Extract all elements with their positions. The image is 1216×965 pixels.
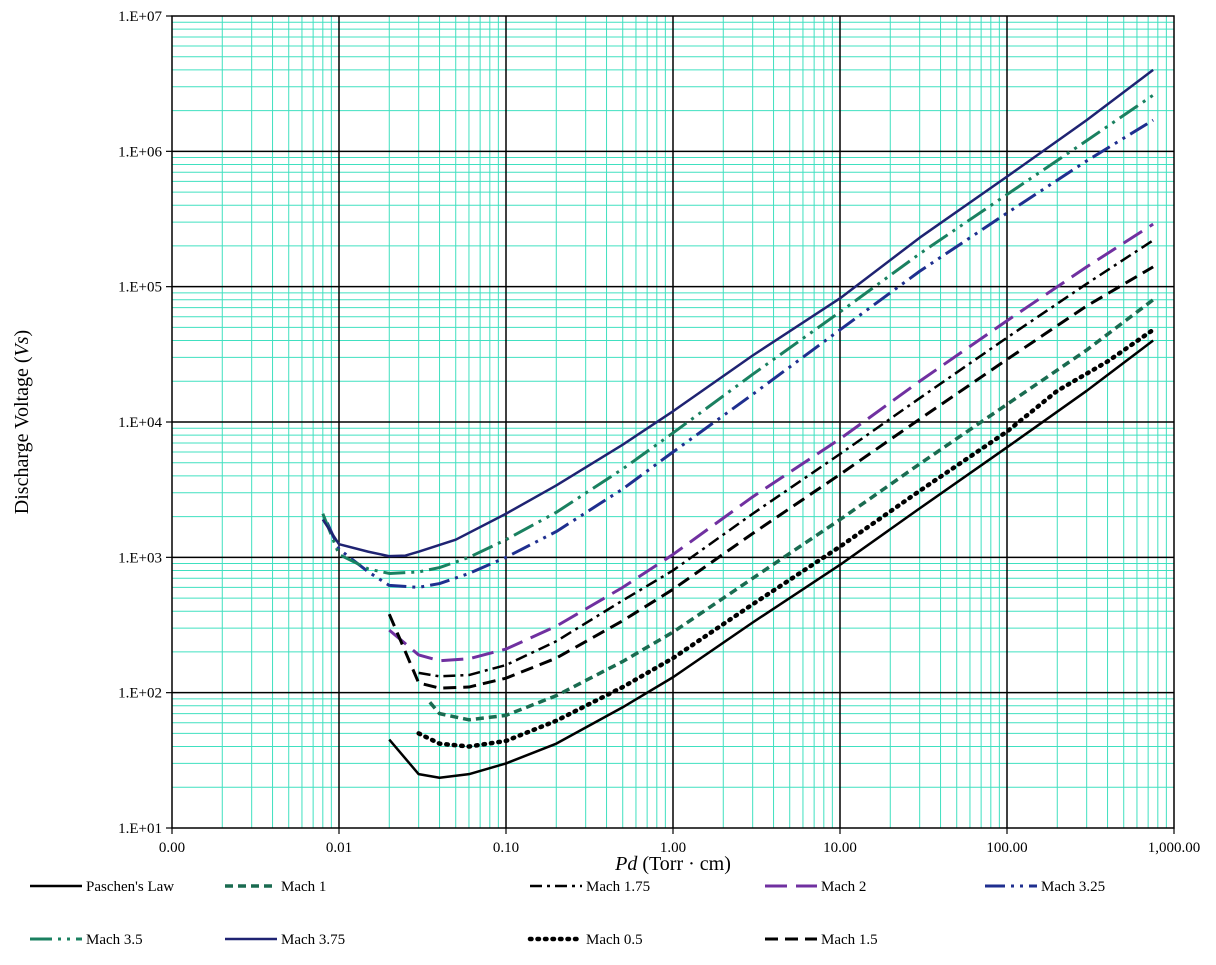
series-line-4 [325, 118, 1154, 589]
x-tick-label: 0.00 [159, 840, 185, 856]
legend-label-8: Mach 1.5 [821, 932, 878, 948]
y-tick-label: 1.E+03 [118, 550, 162, 566]
x-axis-title: Pd (Torr · cm) [614, 853, 731, 875]
legend-label-7: Mach 0.5 [586, 932, 643, 948]
legend-label-0: Paschen's Law [86, 879, 174, 895]
series-line-7 [416, 327, 1156, 749]
series-line-8 [387, 265, 1154, 690]
legend: Paschen's Law Mach 1 Mach 1.75 Mach 2 Mach 3… [30, 879, 1105, 948]
series-line-3 [388, 222, 1154, 663]
legend-label-1: Mach 1 [281, 879, 326, 895]
series-line-0 [388, 339, 1154, 780]
x-tick-label: 100.00 [986, 840, 1027, 856]
y-tick-label: 1.E+04 [118, 415, 162, 431]
series-layer [321, 68, 1156, 780]
y-axis-title-prefix: Discharge Voltage ( [11, 356, 33, 514]
legend-label-6: Mach 3.75 [281, 932, 345, 948]
y-axis-title-italic: Vs [11, 336, 33, 356]
x-tick-label: 0.10 [493, 840, 519, 856]
series-line-5 [321, 93, 1154, 575]
x-axis-title-italic: Pd [614, 853, 638, 875]
y-tick-label: 1.E+06 [118, 144, 162, 160]
series-line-6 [321, 68, 1154, 558]
y-tick-label: 1.E+05 [118, 280, 162, 296]
legend-label-3: Mach 2 [821, 879, 866, 895]
series-line-1 [428, 298, 1155, 722]
major-grid [172, 16, 1174, 828]
y-tick-label: 1.E+01 [118, 821, 162, 837]
x-tick-label: 10.00 [823, 840, 857, 856]
legend-label-2: Mach 1.75 [586, 879, 650, 895]
y-tick-label: 1.E+02 [118, 686, 162, 702]
legend-label-5: Mach 3.5 [86, 932, 143, 948]
y-axis-title: Discharge Voltage (Vs) [11, 330, 33, 514]
y-tick-label: 1.E+07 [118, 9, 162, 25]
x-tick-label: 0.01 [326, 840, 352, 856]
x-axis-title-rest: (Torr · cm) [637, 853, 731, 875]
legend-label-4: Mach 3.25 [1041, 879, 1105, 895]
tick-labels: 0.00 0.01 0.10 1.00 10.00 100.00 1,000.00 1.E+0… [118, 9, 1200, 856]
series-line-2 [418, 239, 1154, 678]
x-tick-label: 1.00 [660, 840, 686, 856]
x-tick-label: 1,000.00 [1148, 840, 1201, 856]
y-axis-title-suffix: ) [11, 330, 33, 337]
